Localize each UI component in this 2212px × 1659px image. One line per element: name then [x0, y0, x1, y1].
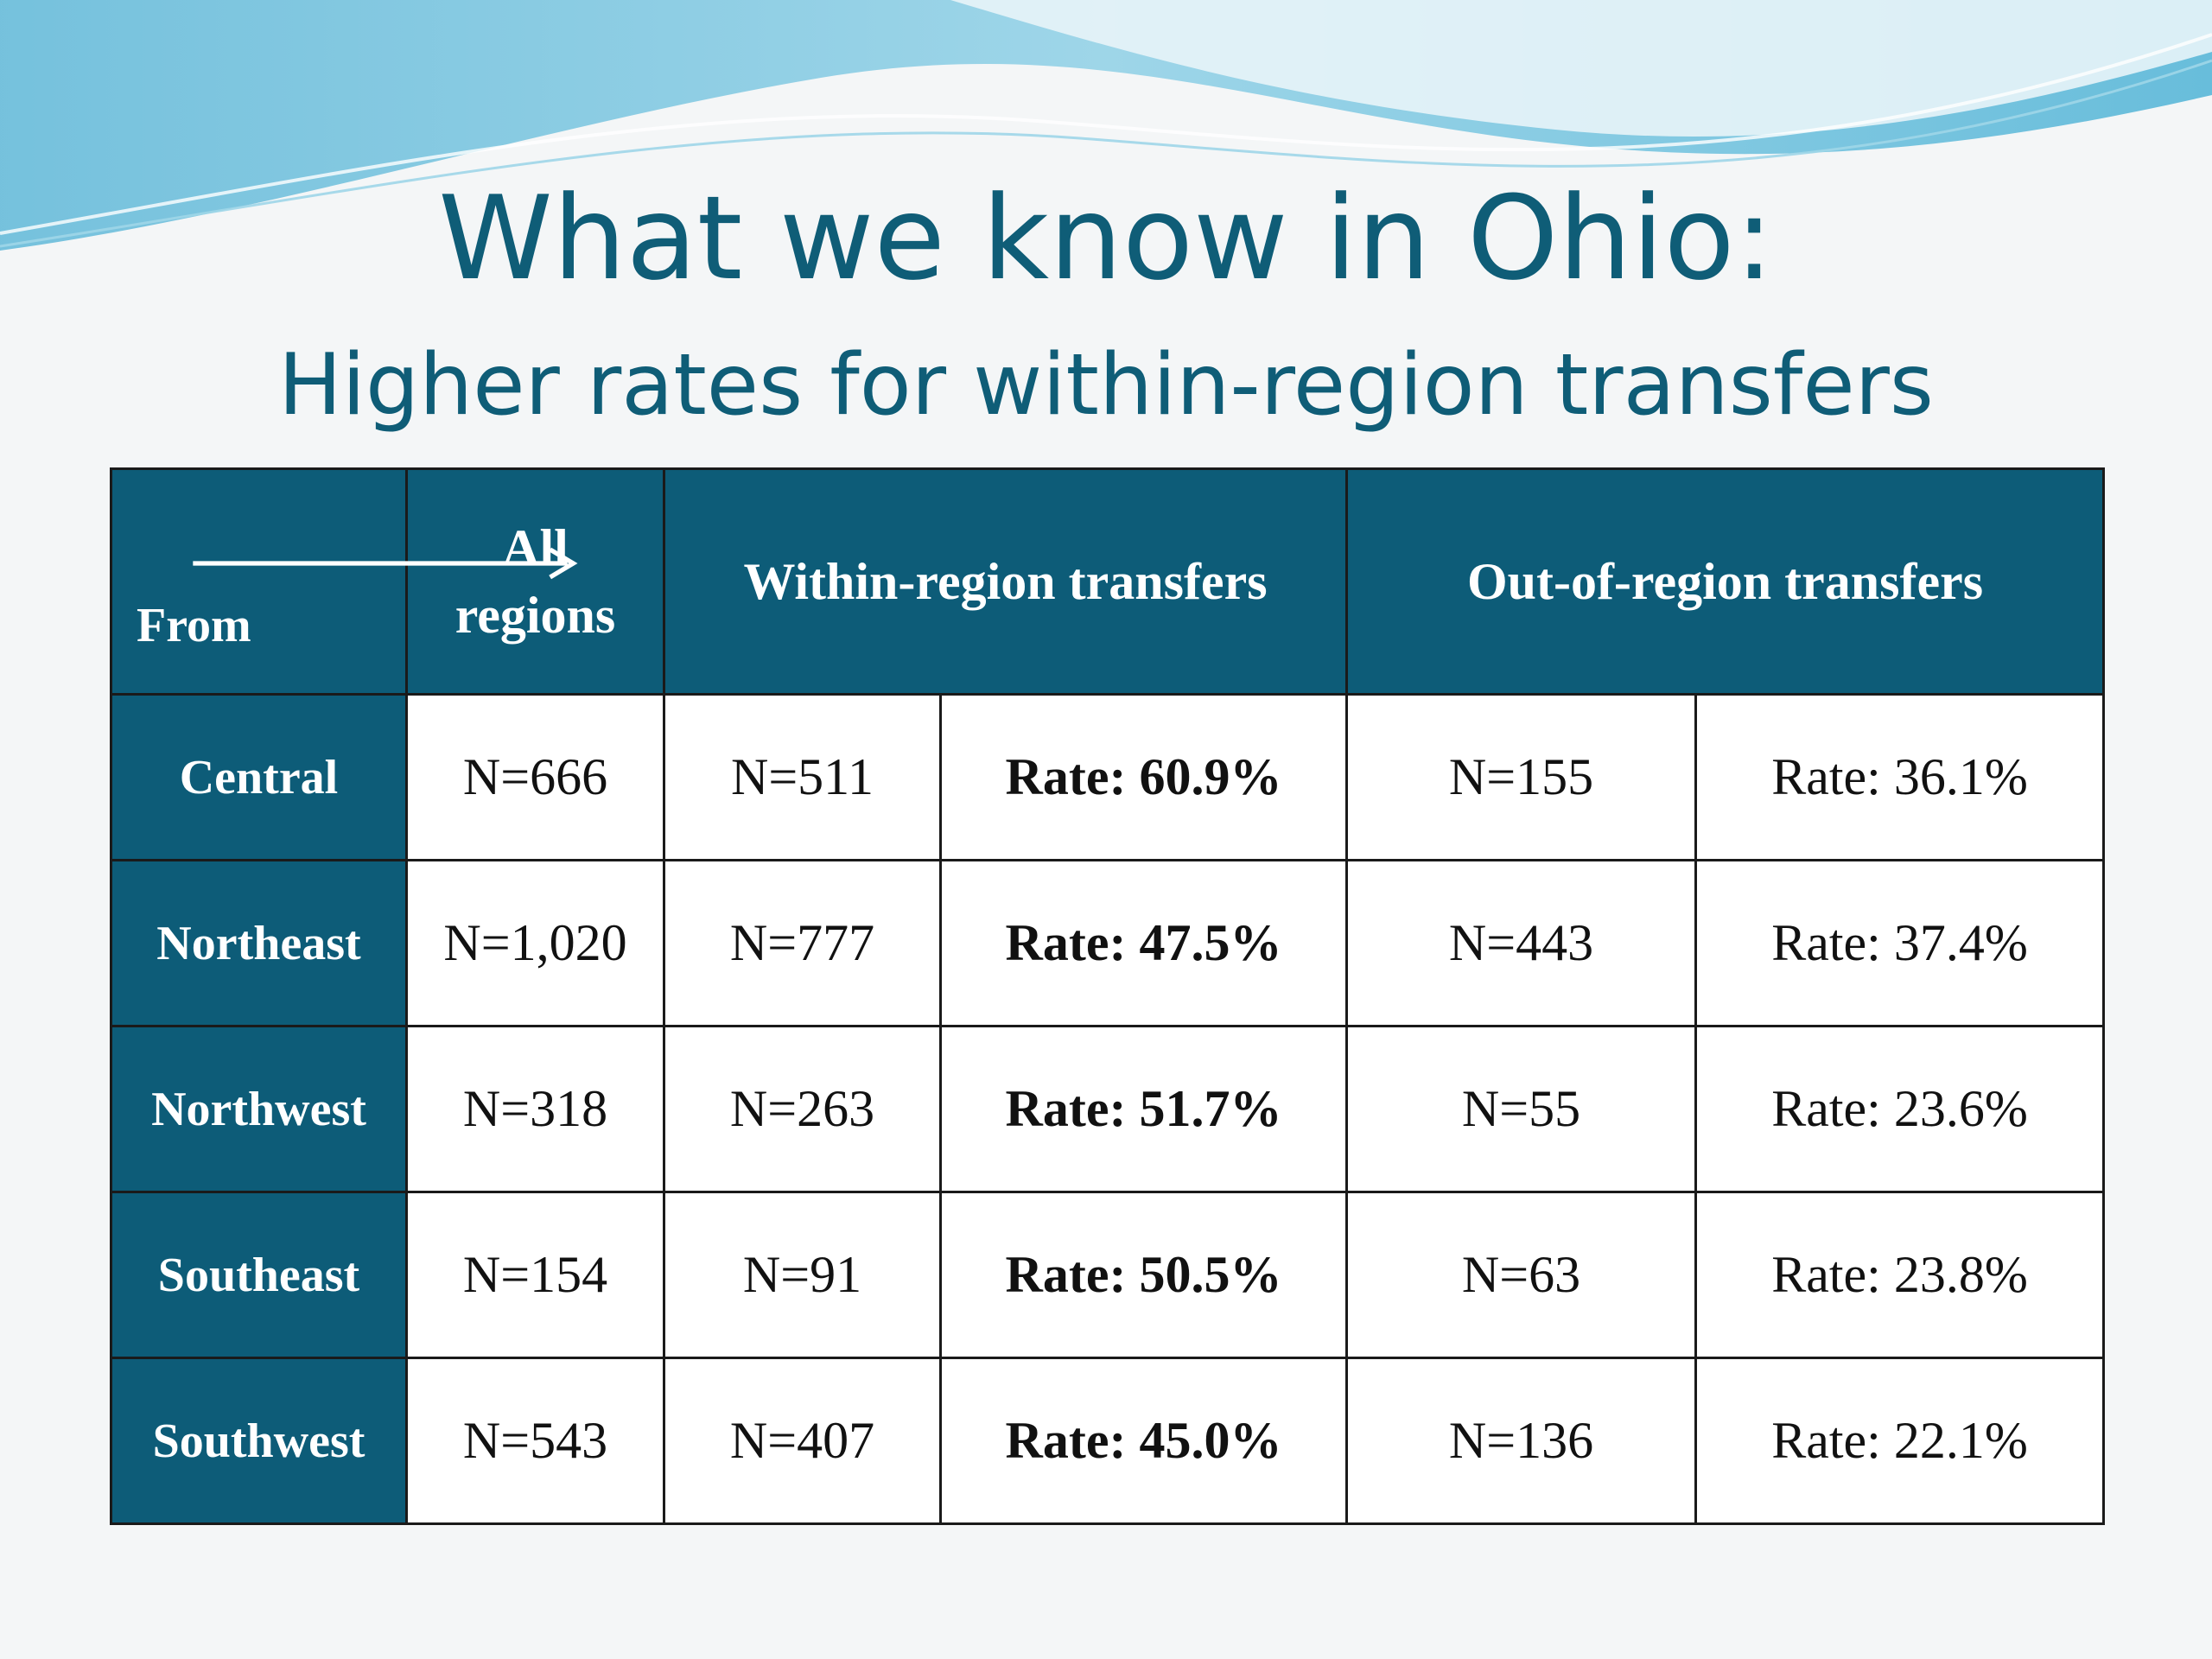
- within-n: N=511: [663, 693, 942, 861]
- from-label: From: [137, 599, 251, 652]
- all-regions-n: N=1,020: [405, 859, 665, 1027]
- all-regions-header-line1: All: [502, 519, 569, 576]
- within-region-header: Within-region transfers: [663, 467, 1348, 696]
- within-rate: Rate: 45.0%: [939, 1357, 1348, 1525]
- header-row: From All regions Within-region transfers…: [110, 467, 2106, 696]
- all-regions-n: N=154: [405, 1191, 665, 1359]
- out-n: N=136: [1345, 1357, 1697, 1525]
- out-rate: Rate: 23.8%: [1694, 1191, 2106, 1359]
- out-n: N=55: [1345, 1025, 1697, 1193]
- all-regions-n: N=318: [405, 1025, 665, 1193]
- region-label: Southeast: [110, 1191, 408, 1359]
- table-row: Central N=666 N=511 Rate: 60.9% N=155 Ra…: [110, 693, 2106, 861]
- out-rate: Rate: 36.1%: [1694, 693, 2106, 861]
- within-rate: Rate: 60.9%: [939, 693, 1348, 861]
- within-rate: Rate: 51.7%: [939, 1025, 1348, 1193]
- table-row: Northeast N=1,020 N=777 Rate: 47.5% N=44…: [110, 859, 2106, 1027]
- out-n: N=443: [1345, 859, 1697, 1027]
- decorative-wave: [0, 0, 2212, 251]
- all-regions-n: N=666: [405, 693, 665, 861]
- within-rate: Rate: 47.5%: [939, 859, 1348, 1027]
- within-n: N=777: [663, 859, 942, 1027]
- all-regions-n: N=543: [405, 1357, 665, 1525]
- within-n: N=263: [663, 1025, 942, 1193]
- table-row: Southwest N=543 N=407 Rate: 45.0% N=136 …: [110, 1357, 2106, 1525]
- within-n: N=407: [663, 1357, 942, 1525]
- region-label: Central: [110, 693, 408, 861]
- table-row: Northwest N=318 N=263 Rate: 51.7% N=55 R…: [110, 1025, 2106, 1193]
- out-n: N=63: [1345, 1191, 1697, 1359]
- table-row: Southeast N=154 N=91 Rate: 50.5% N=63 Ra…: [110, 1191, 2106, 1359]
- from-header-cell: From: [110, 467, 578, 696]
- transfer-rates-table: From All regions Within-region transfers…: [110, 467, 2106, 1525]
- arrow-right-icon: [193, 547, 578, 580]
- out-n: N=155: [1345, 693, 1697, 861]
- all-regions-header: All regions: [405, 467, 665, 696]
- out-of-region-header: Out-of-region transfers: [1344, 467, 2106, 696]
- slide-subtitle: Higher rates for within-region transfers: [278, 336, 1934, 435]
- out-rate: Rate: 23.6%: [1694, 1025, 2106, 1193]
- within-n: N=91: [663, 1191, 942, 1359]
- slide-title: What we know in Ohio:: [438, 171, 1774, 306]
- region-label: Northeast: [110, 859, 408, 1027]
- region-label: Southwest: [110, 1357, 408, 1525]
- out-rate: Rate: 22.1%: [1694, 1357, 2106, 1525]
- within-rate: Rate: 50.5%: [939, 1191, 1348, 1359]
- out-rate: Rate: 37.4%: [1694, 859, 2106, 1027]
- all-regions-header-line2: regions: [454, 587, 616, 644]
- region-label: Northwest: [110, 1025, 408, 1193]
